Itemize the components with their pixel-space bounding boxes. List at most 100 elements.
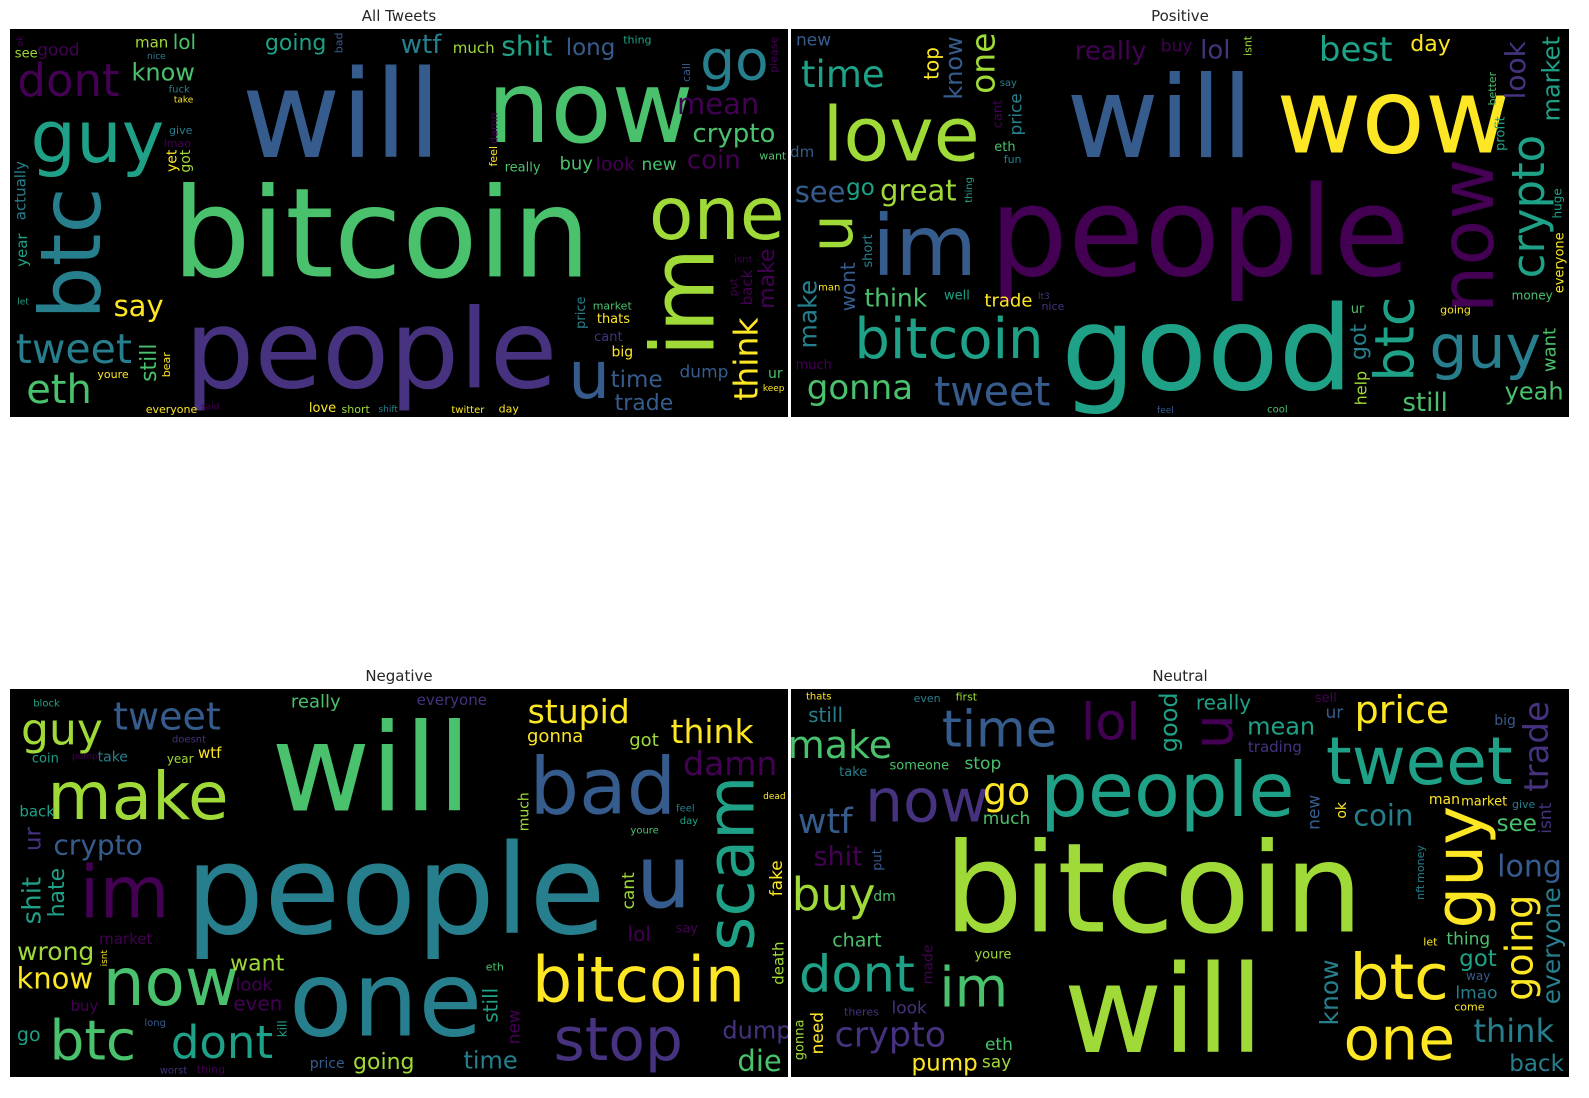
cloud-word: youre <box>630 825 658 836</box>
cloud-word: nft <box>1414 884 1427 900</box>
cloud-word: lol <box>628 922 651 946</box>
cloud-word: big <box>611 344 633 360</box>
cloud-word: guy <box>1421 806 1498 929</box>
cloud-word: let <box>17 297 29 307</box>
cloud-word: man <box>818 283 840 294</box>
cloud-word: market <box>1538 36 1566 121</box>
cloud-word: bitcoin <box>532 944 745 1017</box>
cloud-word: thats <box>597 312 630 327</box>
cloud-word: btc <box>1349 941 1448 1014</box>
cloud-word: stop <box>553 1005 683 1075</box>
cloud-word: long <box>566 35 616 61</box>
cloud-word: make <box>791 723 892 767</box>
cloud-word: kill <box>275 1020 289 1037</box>
cloud-word: want <box>230 952 284 977</box>
cloud-word: good <box>1061 281 1353 417</box>
cloud-word: year <box>13 233 31 267</box>
cloud-word: going <box>1498 895 1542 1001</box>
cloud-word: chart <box>832 930 881 952</box>
cloud-word: go <box>17 1024 41 1046</box>
wordcloud-panel-all: All Tweets bitcoin will people now one im btc g… <box>10 0 788 417</box>
cloud-word: say <box>1000 78 1017 89</box>
panel-title: Neutral <box>1152 667 1208 685</box>
cloud-word: mean <box>677 87 759 121</box>
cloud-word: btc <box>49 1009 136 1073</box>
cloud-word: ur <box>1351 302 1365 317</box>
cloud-word: cant <box>991 100 1006 128</box>
cloud-word: got <box>1347 324 1372 360</box>
cloud-word: go <box>846 175 875 201</box>
cloud-word: buy <box>1161 36 1193 56</box>
wordcloud-panel-negative: Negative people will one u bitcoin bad im now sc… <box>10 660 788 1077</box>
cloud-word: dead <box>763 792 785 802</box>
cloud-word: tweet <box>113 694 221 738</box>
cloud-word: damn <box>683 744 777 783</box>
cloud-word: everyone <box>146 403 198 416</box>
cloud-word: need <box>808 1012 828 1054</box>
cloud-word: ok <box>16 35 26 47</box>
cloud-word: profit <box>1493 116 1508 151</box>
cloud-word: youre <box>974 947 1011 962</box>
cloud-word: u <box>568 337 610 414</box>
cloud-word: yet <box>164 149 180 172</box>
cloud-word: death <box>770 941 788 984</box>
cloud-word: bitcoin <box>944 818 1363 962</box>
cloud-word: gonna <box>807 368 913 408</box>
cloud-word: price <box>310 1056 345 1072</box>
cloud-word: dm <box>791 143 814 161</box>
cloud-word: time <box>942 701 1057 760</box>
cloud-word: much <box>453 39 495 57</box>
cloud-word: please <box>767 37 780 73</box>
cloud-word: love <box>823 91 980 179</box>
cloud-word: ur <box>1326 703 1344 723</box>
cloud-word: new <box>641 155 676 175</box>
cloud-word: wtf <box>401 30 442 60</box>
cloud-word: damn <box>487 112 500 143</box>
cloud-word: dont <box>799 946 915 1005</box>
cloud-word: great <box>880 174 957 208</box>
cloud-word: look <box>235 974 273 995</box>
cloud-word: crypto <box>53 828 142 861</box>
cloud-word: going <box>265 31 326 56</box>
cloud-word: think <box>864 283 927 312</box>
cloud-word: top <box>920 47 944 80</box>
cloud-word: long <box>1497 850 1562 885</box>
cloud-word: short <box>342 403 371 416</box>
cloud-word: see <box>15 46 38 61</box>
cloud-word: price <box>1007 93 1027 135</box>
wordcloud-panel-neutral: Neutral bitcoin will people tweet guy btc one n… <box>791 660 1569 1077</box>
cloud-word: take <box>98 750 128 766</box>
cloud-word: will <box>271 699 471 840</box>
cloud-word: nice <box>1041 300 1064 313</box>
cloud-word: man <box>135 34 168 52</box>
cloud-word: huge <box>1550 188 1564 218</box>
cloud-word: say <box>114 289 164 323</box>
cloud-word: see <box>795 175 846 209</box>
cloud-word: guy <box>1429 313 1541 383</box>
cloud-word: isnt <box>100 949 110 966</box>
cloud-word: time <box>611 367 663 393</box>
cloud-word: isnt <box>1242 35 1255 56</box>
cloud-word: really <box>505 160 541 175</box>
wordcloud-canvas: people will one u bitcoin bad im now scam make sto… <box>10 689 788 1077</box>
cloud-word: trade <box>1517 701 1557 792</box>
cloud-word: think <box>671 712 755 751</box>
cloud-word: pump <box>72 752 98 762</box>
panel-title: Positive <box>1151 7 1209 25</box>
cloud-word: im <box>939 956 1008 1020</box>
cloud-word: bad <box>529 743 676 833</box>
cloud-word: cant <box>619 872 639 910</box>
cloud-word: bitcoin <box>854 307 1043 372</box>
cloud-word: now <box>865 767 989 837</box>
cloud-word: take <box>174 95 194 105</box>
panel-title: Negative <box>365 667 433 685</box>
cloud-word: good <box>1155 692 1183 752</box>
cloud-word: u <box>797 214 867 252</box>
cloud-word: coin <box>1353 799 1413 833</box>
cloud-word: people <box>1040 746 1294 834</box>
wordcloud-canvas: bitcoin will people now one im btc guy tweet u cry… <box>10 29 788 417</box>
cloud-word: stop <box>965 754 1002 774</box>
cloud-word: man <box>1429 792 1460 808</box>
